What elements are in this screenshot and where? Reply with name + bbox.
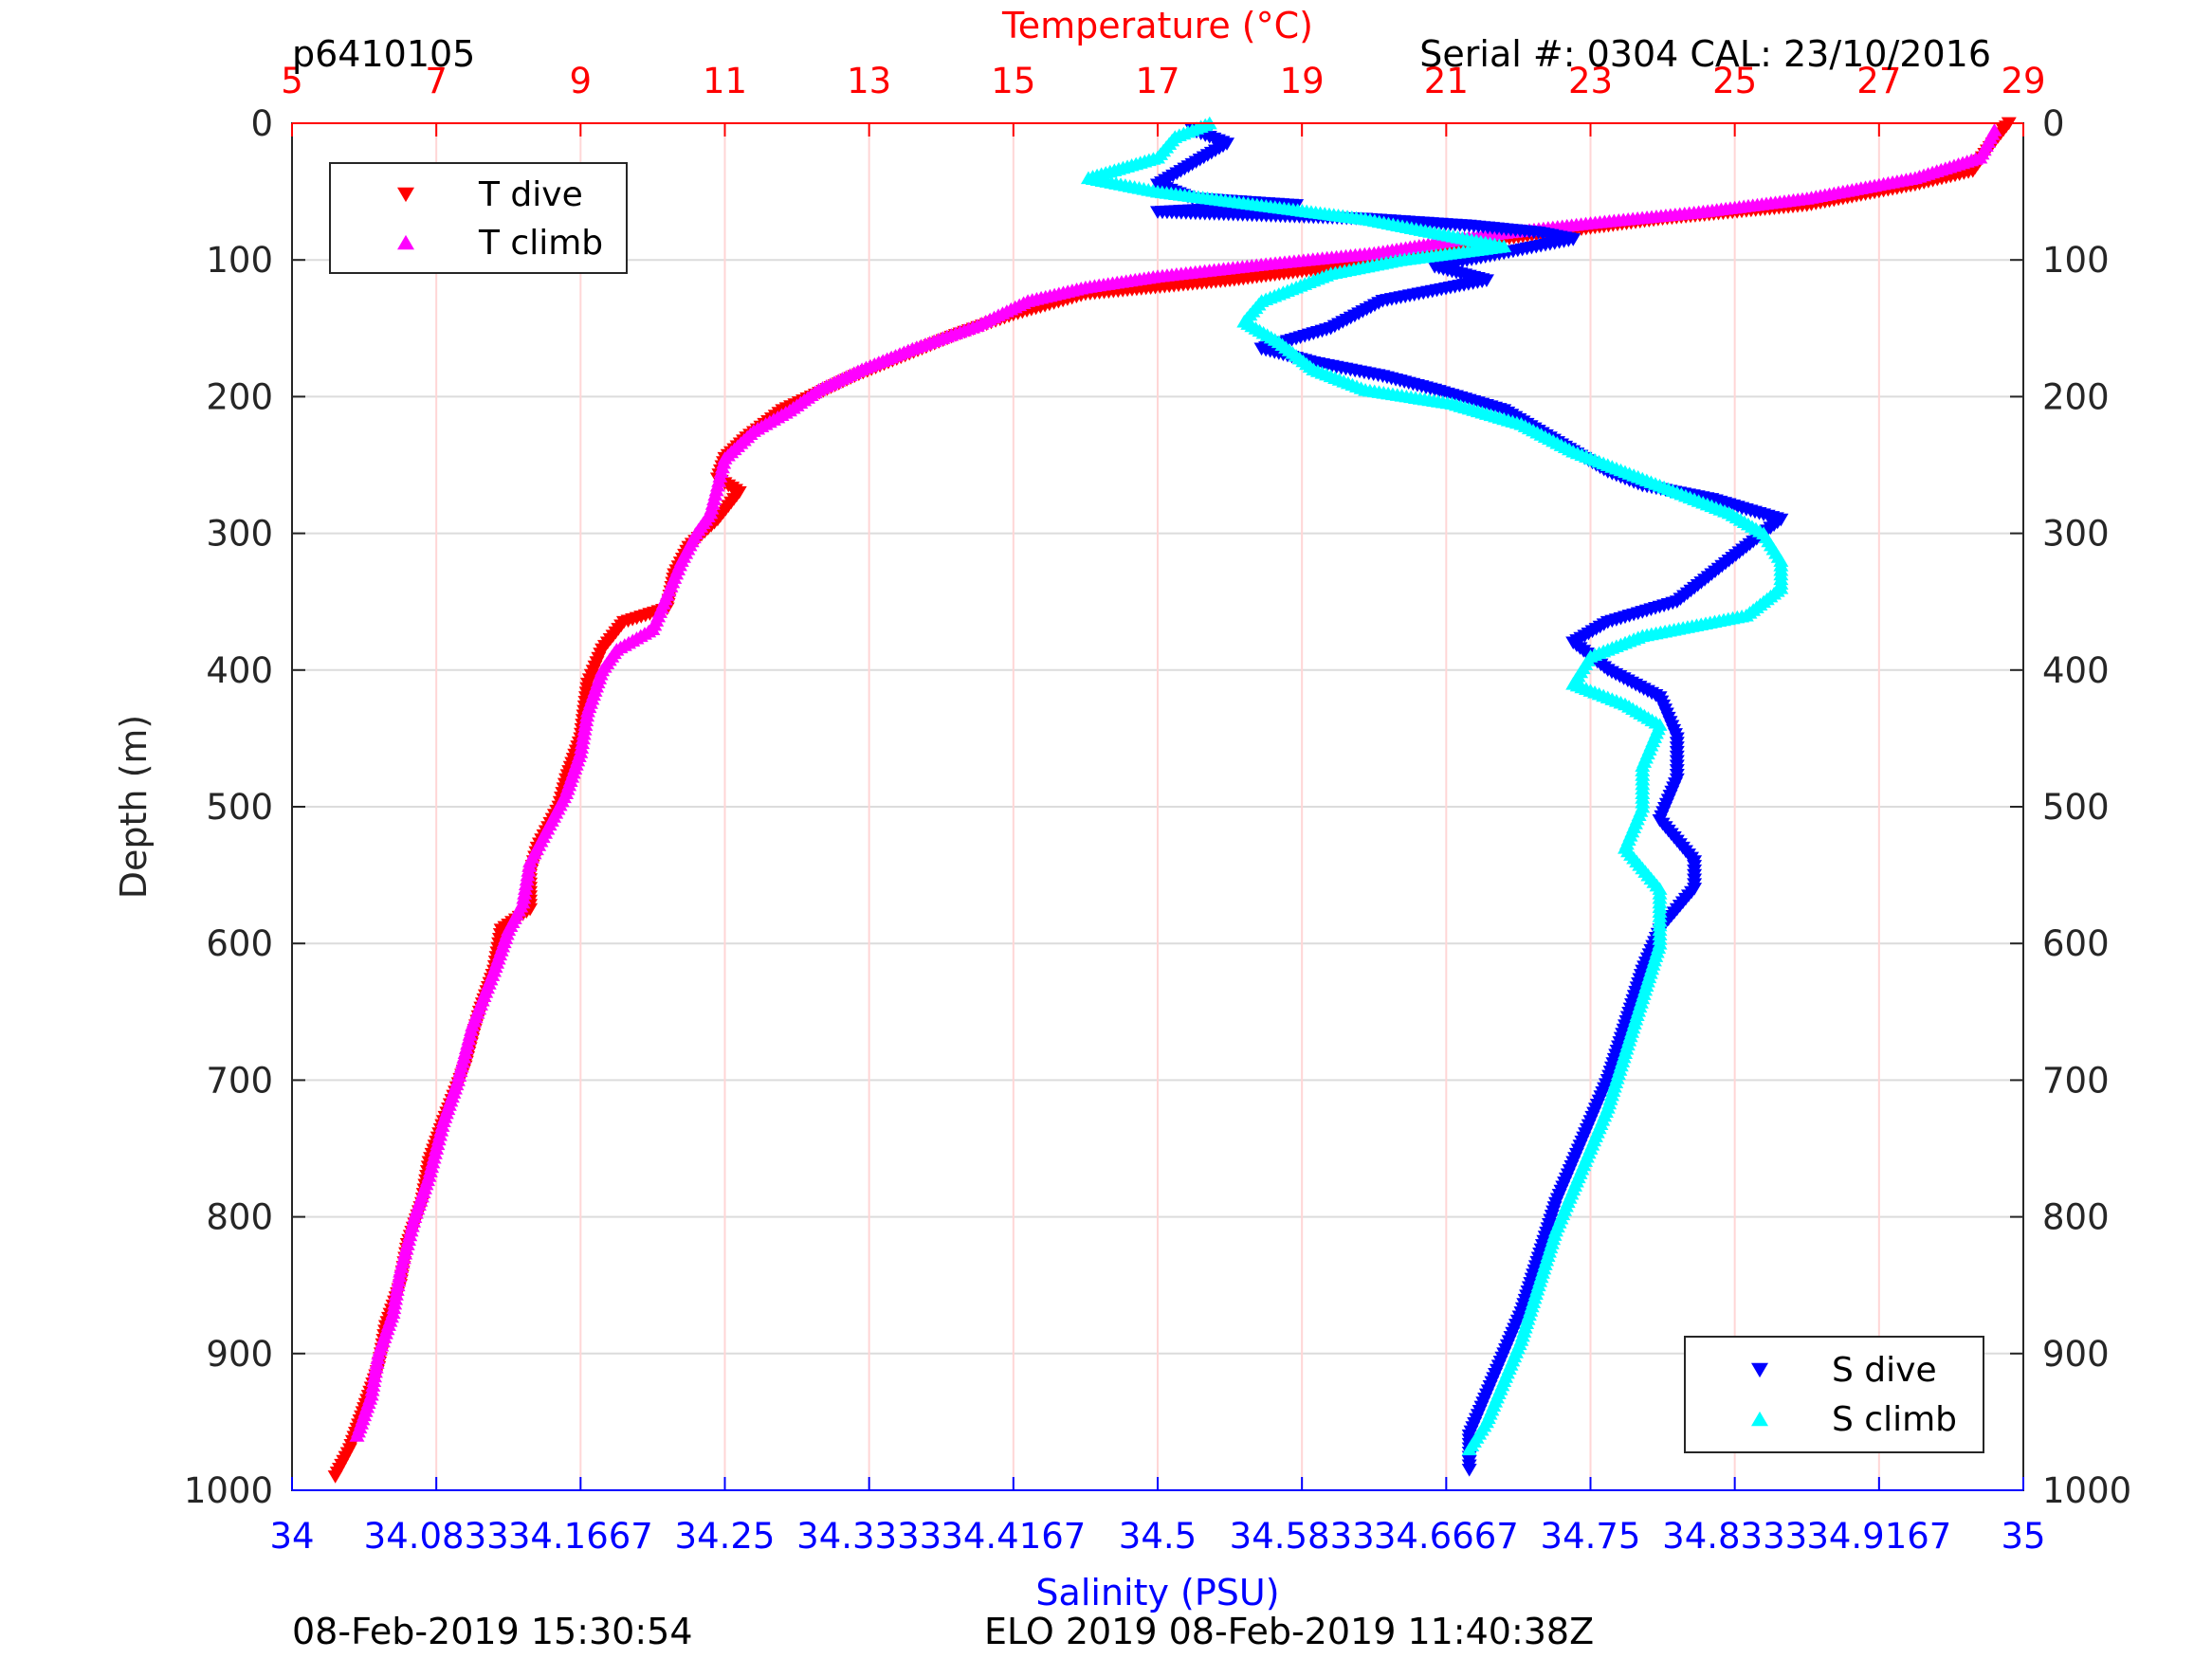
temperature-axis-title: Temperature (°C) bbox=[1001, 5, 1313, 46]
temperature-tick-label: 19 bbox=[1280, 61, 1325, 101]
temperature-tick-label: 17 bbox=[1135, 61, 1179, 101]
temperature-tick-label: 9 bbox=[570, 61, 593, 101]
legend-temperature-box bbox=[329, 162, 628, 274]
temperature-tick-label: 27 bbox=[1856, 61, 1901, 101]
legend-label-s-dive: S dive bbox=[1832, 1351, 1937, 1390]
data-point bbox=[1461, 1442, 1477, 1456]
salinity-tick-label: 34 bbox=[269, 1516, 314, 1557]
temperature-tick-label: 7 bbox=[425, 61, 448, 101]
depth-tick-label: 1000 bbox=[184, 1470, 273, 1511]
depth-axis-title: Depth (m) bbox=[113, 715, 155, 900]
depth-tick-label-right: 700 bbox=[2042, 1060, 2110, 1101]
legend-marker bbox=[1751, 1362, 1768, 1378]
legend-salinity-box bbox=[1684, 1336, 1984, 1453]
legend-temperature: T dive T climb bbox=[329, 162, 628, 274]
depth-tick-label: 500 bbox=[206, 787, 273, 828]
depth-tick-label: 900 bbox=[206, 1334, 273, 1375]
salinity-tick-label: 34.25 bbox=[675, 1516, 776, 1557]
temperature-tick-label: 5 bbox=[281, 61, 303, 101]
depth-tick-label: 700 bbox=[206, 1060, 273, 1101]
chart-axes: 0 0 100 100 200 200 300 300 400 400 500 500 600 600 70… bbox=[184, 61, 2131, 1557]
data-point bbox=[1461, 1463, 1477, 1477]
footer-timestamp: 08-Feb-2019 15:30:54 bbox=[292, 1611, 693, 1652]
depth-tick-label: 800 bbox=[206, 1197, 273, 1238]
legend-salinity: S dive S climb bbox=[1684, 1336, 1984, 1453]
salinity-tick-label: 34.8333 bbox=[1662, 1516, 1807, 1557]
temperature-tick-label: 25 bbox=[1712, 61, 1757, 101]
legend-marker-t-dive bbox=[397, 187, 414, 203]
salinity-tick-label: 35 bbox=[2001, 1516, 2045, 1557]
salinity-tick-label: 34.5 bbox=[1119, 1516, 1197, 1557]
salinity-tick-label: 34.4167 bbox=[941, 1516, 1086, 1557]
depth-tick-label-right: 500 bbox=[2042, 787, 2110, 828]
footer-mission: ELO 2019 08-Feb-2019 11:40:38Z bbox=[984, 1611, 1594, 1652]
depth-tick-label-right: 400 bbox=[2042, 650, 2110, 691]
depth-tick-label: 400 bbox=[206, 650, 273, 691]
depth-tick-label-right: 900 bbox=[2042, 1334, 2110, 1375]
depth-tick-label: 200 bbox=[206, 376, 273, 417]
depth-tick-label-right: 0 bbox=[2042, 103, 2065, 144]
depth-tick-label: 600 bbox=[206, 923, 273, 964]
salinity-tick-label: 34.3333 bbox=[796, 1516, 941, 1557]
serial-info: Serial #: 0304 CAL: 23/10/2016 bbox=[1419, 33, 1991, 75]
profile-id: p6410105 bbox=[292, 33, 475, 75]
legend-label-t-climb: T climb bbox=[478, 224, 603, 263]
legend-marker-s-climb bbox=[1751, 1411, 1768, 1427]
salinity-tick-label: 34.1667 bbox=[508, 1516, 653, 1557]
legend-marker bbox=[397, 234, 414, 250]
legend-marker bbox=[397, 187, 414, 203]
legend-label-t-dive: T dive bbox=[478, 175, 583, 214]
depth-tick-label-right: 100 bbox=[2042, 240, 2110, 281]
temperature-tick-label: 15 bbox=[991, 61, 1035, 101]
temperature-tick-label: 23 bbox=[1568, 61, 1613, 101]
salinity-tick-label: 34.6667 bbox=[1374, 1516, 1519, 1557]
series-s-climb bbox=[1080, 116, 1789, 1456]
salinity-axis-title: Salinity (PSU) bbox=[1035, 1572, 1279, 1613]
chart-marks bbox=[327, 116, 2017, 1484]
data-point bbox=[327, 1470, 343, 1484]
legend-marker bbox=[1751, 1411, 1768, 1427]
temperature-tick-label: 29 bbox=[2001, 61, 2045, 101]
salinity-tick-label: 34.9167 bbox=[1806, 1516, 1951, 1557]
legend-marker-s-dive bbox=[1751, 1362, 1768, 1378]
salinity-tick-label: 34.75 bbox=[1541, 1516, 1641, 1557]
data-point bbox=[349, 1429, 365, 1442]
depth-tick-label-right: 800 bbox=[2042, 1197, 2110, 1238]
depth-tick-label-right: 300 bbox=[2042, 514, 2110, 555]
depth-tick-label-right: 200 bbox=[2042, 376, 2110, 417]
salinity-tick-label: 34.0833 bbox=[364, 1516, 509, 1557]
legend-label-s-climb: S climb bbox=[1832, 1400, 1957, 1439]
temperature-tick-label: 13 bbox=[847, 61, 891, 101]
salinity-tick-label: 34.5833 bbox=[1230, 1516, 1375, 1557]
depth-tick-label: 300 bbox=[206, 514, 273, 555]
temperature-tick-label: 11 bbox=[703, 61, 747, 101]
depth-tick-label: 0 bbox=[250, 103, 273, 144]
depth-tick-label: 100 bbox=[206, 240, 273, 281]
legend-marker-t-climb bbox=[397, 234, 414, 250]
depth-tick-label-right: 1000 bbox=[2042, 1470, 2131, 1511]
depth-tick-label-right: 600 bbox=[2042, 923, 2110, 964]
temperature-tick-label: 21 bbox=[1424, 61, 1469, 101]
